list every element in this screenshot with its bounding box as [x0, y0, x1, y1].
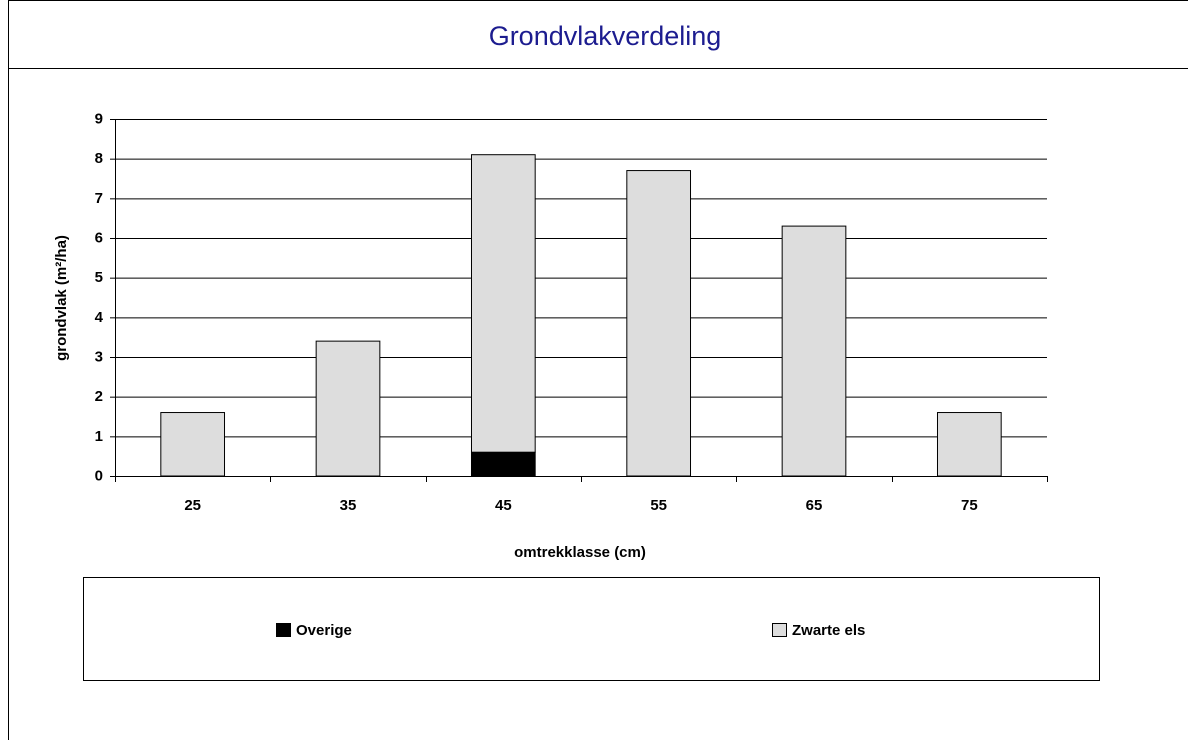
y-tick-label: 7	[95, 190, 103, 207]
y-tick-label: 5	[95, 269, 103, 286]
x-tick-label: 75	[961, 497, 978, 514]
x-tick-label: 55	[650, 497, 667, 514]
legend-label: Zwarte els	[792, 622, 865, 639]
bar-segment	[315, 340, 381, 477]
y-tick-label: 1	[95, 428, 103, 445]
bar-segment	[470, 451, 536, 477]
y-tick-label: 3	[95, 348, 103, 365]
chart-title: Grondvlakverdeling	[489, 21, 722, 51]
y-tick-label: 8	[95, 150, 103, 167]
x-tick-label: 45	[495, 497, 512, 514]
legend-swatch	[276, 623, 291, 637]
bar-segment	[160, 412, 226, 477]
y-axis-label: grondvlak (m²/ha)	[53, 235, 70, 361]
y-tick-label: 0	[95, 467, 103, 484]
y-tick-label: 9	[95, 110, 103, 127]
y-tick-label: 6	[95, 229, 103, 246]
x-axis-label: omtrekklasse (cm)	[514, 544, 646, 561]
y-tick-label: 2	[95, 388, 103, 405]
bar-segment	[626, 170, 692, 477]
bar-segment	[781, 225, 847, 477]
x-tick-label: 65	[806, 497, 823, 514]
bar-segment	[936, 412, 1002, 477]
x-tick-label: 25	[184, 497, 201, 514]
y-tick-label: 4	[95, 309, 104, 326]
x-tick-label: 35	[340, 497, 357, 514]
legend-swatch	[772, 623, 787, 637]
legend-box	[83, 577, 1100, 681]
legend-label: Overige	[296, 622, 352, 639]
bar-segment	[470, 154, 536, 453]
